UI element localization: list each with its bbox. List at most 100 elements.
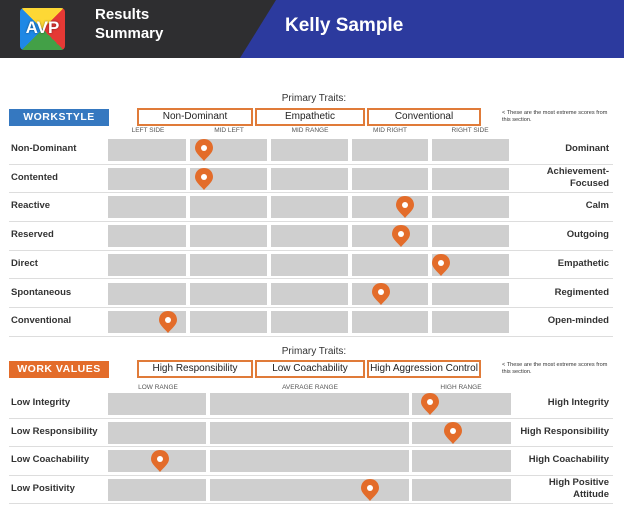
scale-cell: [432, 167, 509, 190]
work-values-col-average: AVERAGE RANGE: [282, 384, 338, 391]
score-marker-icon: [159, 311, 178, 334]
row-divider: [9, 307, 613, 309]
workstyle-side-note: < These are the most extreme scores from…: [502, 110, 608, 123]
trait-row: Low Responsibility High Responsibility: [0, 420, 624, 449]
work-values-primary-label: Primary Traits:: [281, 346, 347, 357]
trait-row: Reserved Outgoing: [0, 223, 624, 252]
work-values-badge: WORK VALUES: [9, 361, 109, 378]
scale-cell: [108, 196, 186, 219]
scale-cell: [412, 478, 511, 501]
report-header: AVP Results Summary Kelly Sample: [0, 0, 624, 58]
workstyle-col-mid-left: MID LEFT: [214, 127, 244, 134]
trait-row: Non-Dominant Dominant: [0, 137, 624, 166]
workstyle-trait-3: Conventional: [367, 108, 481, 126]
scale-cell: [190, 253, 267, 276]
row-divider: [9, 335, 613, 337]
scale-cell: [271, 139, 348, 161]
scale-cell: [271, 167, 348, 190]
right-trait-label: Regimented: [554, 286, 609, 298]
workstyle-trait-2: Empathetic: [255, 108, 365, 126]
scale-cell: [190, 225, 267, 248]
left-trait-label: Reserved: [11, 229, 54, 241]
trait-row: Conventional Open-minded: [0, 309, 624, 338]
scale-cell: [352, 311, 428, 334]
workstyle-col-mid-range: MID RANGE: [291, 127, 329, 134]
scale-cell: [271, 311, 348, 334]
scale-cell: [352, 167, 428, 190]
workstyle-col-mid-right: MID RIGHT: [373, 127, 407, 134]
row-divider: [9, 249, 613, 251]
scale-cell: [432, 196, 509, 219]
scale-cell: [108, 478, 206, 501]
scale-cell: [432, 311, 509, 334]
trait-row: Direct Empathetic: [0, 252, 624, 281]
score-marker-icon: [443, 421, 462, 444]
scale-cell: [190, 196, 267, 219]
scale-cell: [108, 167, 186, 190]
trait-row: Low Coachability High Coachability: [0, 448, 624, 477]
scale-cell: [271, 282, 348, 305]
scale-cell: [352, 196, 428, 219]
row-divider: [9, 446, 613, 448]
left-trait-label: Reactive: [11, 200, 51, 212]
header-blue-band: [240, 0, 624, 58]
right-trait-label: Empathetic: [557, 257, 609, 269]
work-values-trait-2: Low Coachability: [255, 360, 365, 378]
candidate-name: Kelly Sample: [285, 15, 404, 36]
work-values-trait-1: High Responsibility: [137, 360, 253, 378]
score-marker-icon: [391, 225, 410, 248]
right-trait-label: Dominant: [565, 143, 609, 154]
score-marker-icon: [431, 253, 450, 276]
left-trait-label: Spontaneous: [11, 286, 72, 298]
score-marker-icon: [421, 393, 440, 415]
scale-cell: [432, 253, 509, 276]
scale-cell: [108, 282, 186, 305]
right-trait-label: Outgoing: [566, 229, 609, 241]
row-divider: [9, 163, 613, 165]
trait-row: Spontaneous Regimented: [0, 281, 624, 310]
row-divider: [9, 417, 613, 419]
scale-cell: [352, 225, 428, 248]
scale-cell: [432, 225, 509, 248]
right-trait-label: High Positive Attitude: [548, 476, 609, 500]
scale-cell: [352, 282, 428, 305]
trait-row: Contented Achievement- Focused: [0, 166, 624, 195]
score-marker-icon: [395, 196, 414, 219]
left-trait-label: Low Responsibility: [11, 425, 98, 437]
score-marker-icon: [360, 478, 379, 501]
scale-cell: [108, 253, 186, 276]
left-trait-label: Contented: [11, 171, 58, 183]
avp-logo: AVP: [20, 8, 65, 50]
row-divider: [9, 278, 613, 280]
left-trait-label: Low Positivity: [11, 482, 75, 494]
work-values-col-low: LOW RANGE: [138, 384, 178, 391]
right-trait-label: Calm: [585, 200, 609, 212]
scale-cell: [108, 421, 206, 444]
score-marker-icon: [371, 282, 390, 305]
workstyle-trait-1: Non-Dominant: [137, 108, 253, 126]
row-divider: [9, 221, 613, 223]
logo-text: AVP: [25, 18, 60, 37]
right-trait-label: Achievement- Focused: [546, 165, 609, 189]
scale-cell: [412, 450, 511, 473]
scale-cell: [412, 421, 511, 444]
workstyle-col-left-side: LEFT SIDE: [131, 127, 165, 134]
right-trait-label: Open-minded: [547, 315, 609, 327]
workstyle-col-right-side: RIGHT SIDE: [451, 127, 489, 134]
report-title: Results Summary: [95, 6, 164, 42]
score-marker-icon: [195, 139, 214, 161]
left-trait-label: Non-Dominant: [11, 143, 77, 154]
scale-cell: [210, 450, 409, 473]
left-trait-label: Low Coachability: [11, 454, 90, 466]
work-values-col-high: HIGH RANGE: [440, 384, 482, 391]
scale-cell: [271, 196, 348, 219]
left-trait-label: Direct: [11, 257, 38, 269]
score-marker-icon: [151, 450, 170, 473]
right-trait-label: High Responsibility: [520, 425, 609, 437]
scale-cell: [108, 225, 186, 248]
trait-row: Low Integrity High Integrity: [0, 391, 624, 420]
left-trait-label: Conventional: [11, 315, 72, 327]
scale-cell: [190, 311, 267, 334]
work-values-trait-3: High Aggression Control: [367, 360, 481, 378]
left-trait-label: Low Integrity: [11, 397, 71, 408]
